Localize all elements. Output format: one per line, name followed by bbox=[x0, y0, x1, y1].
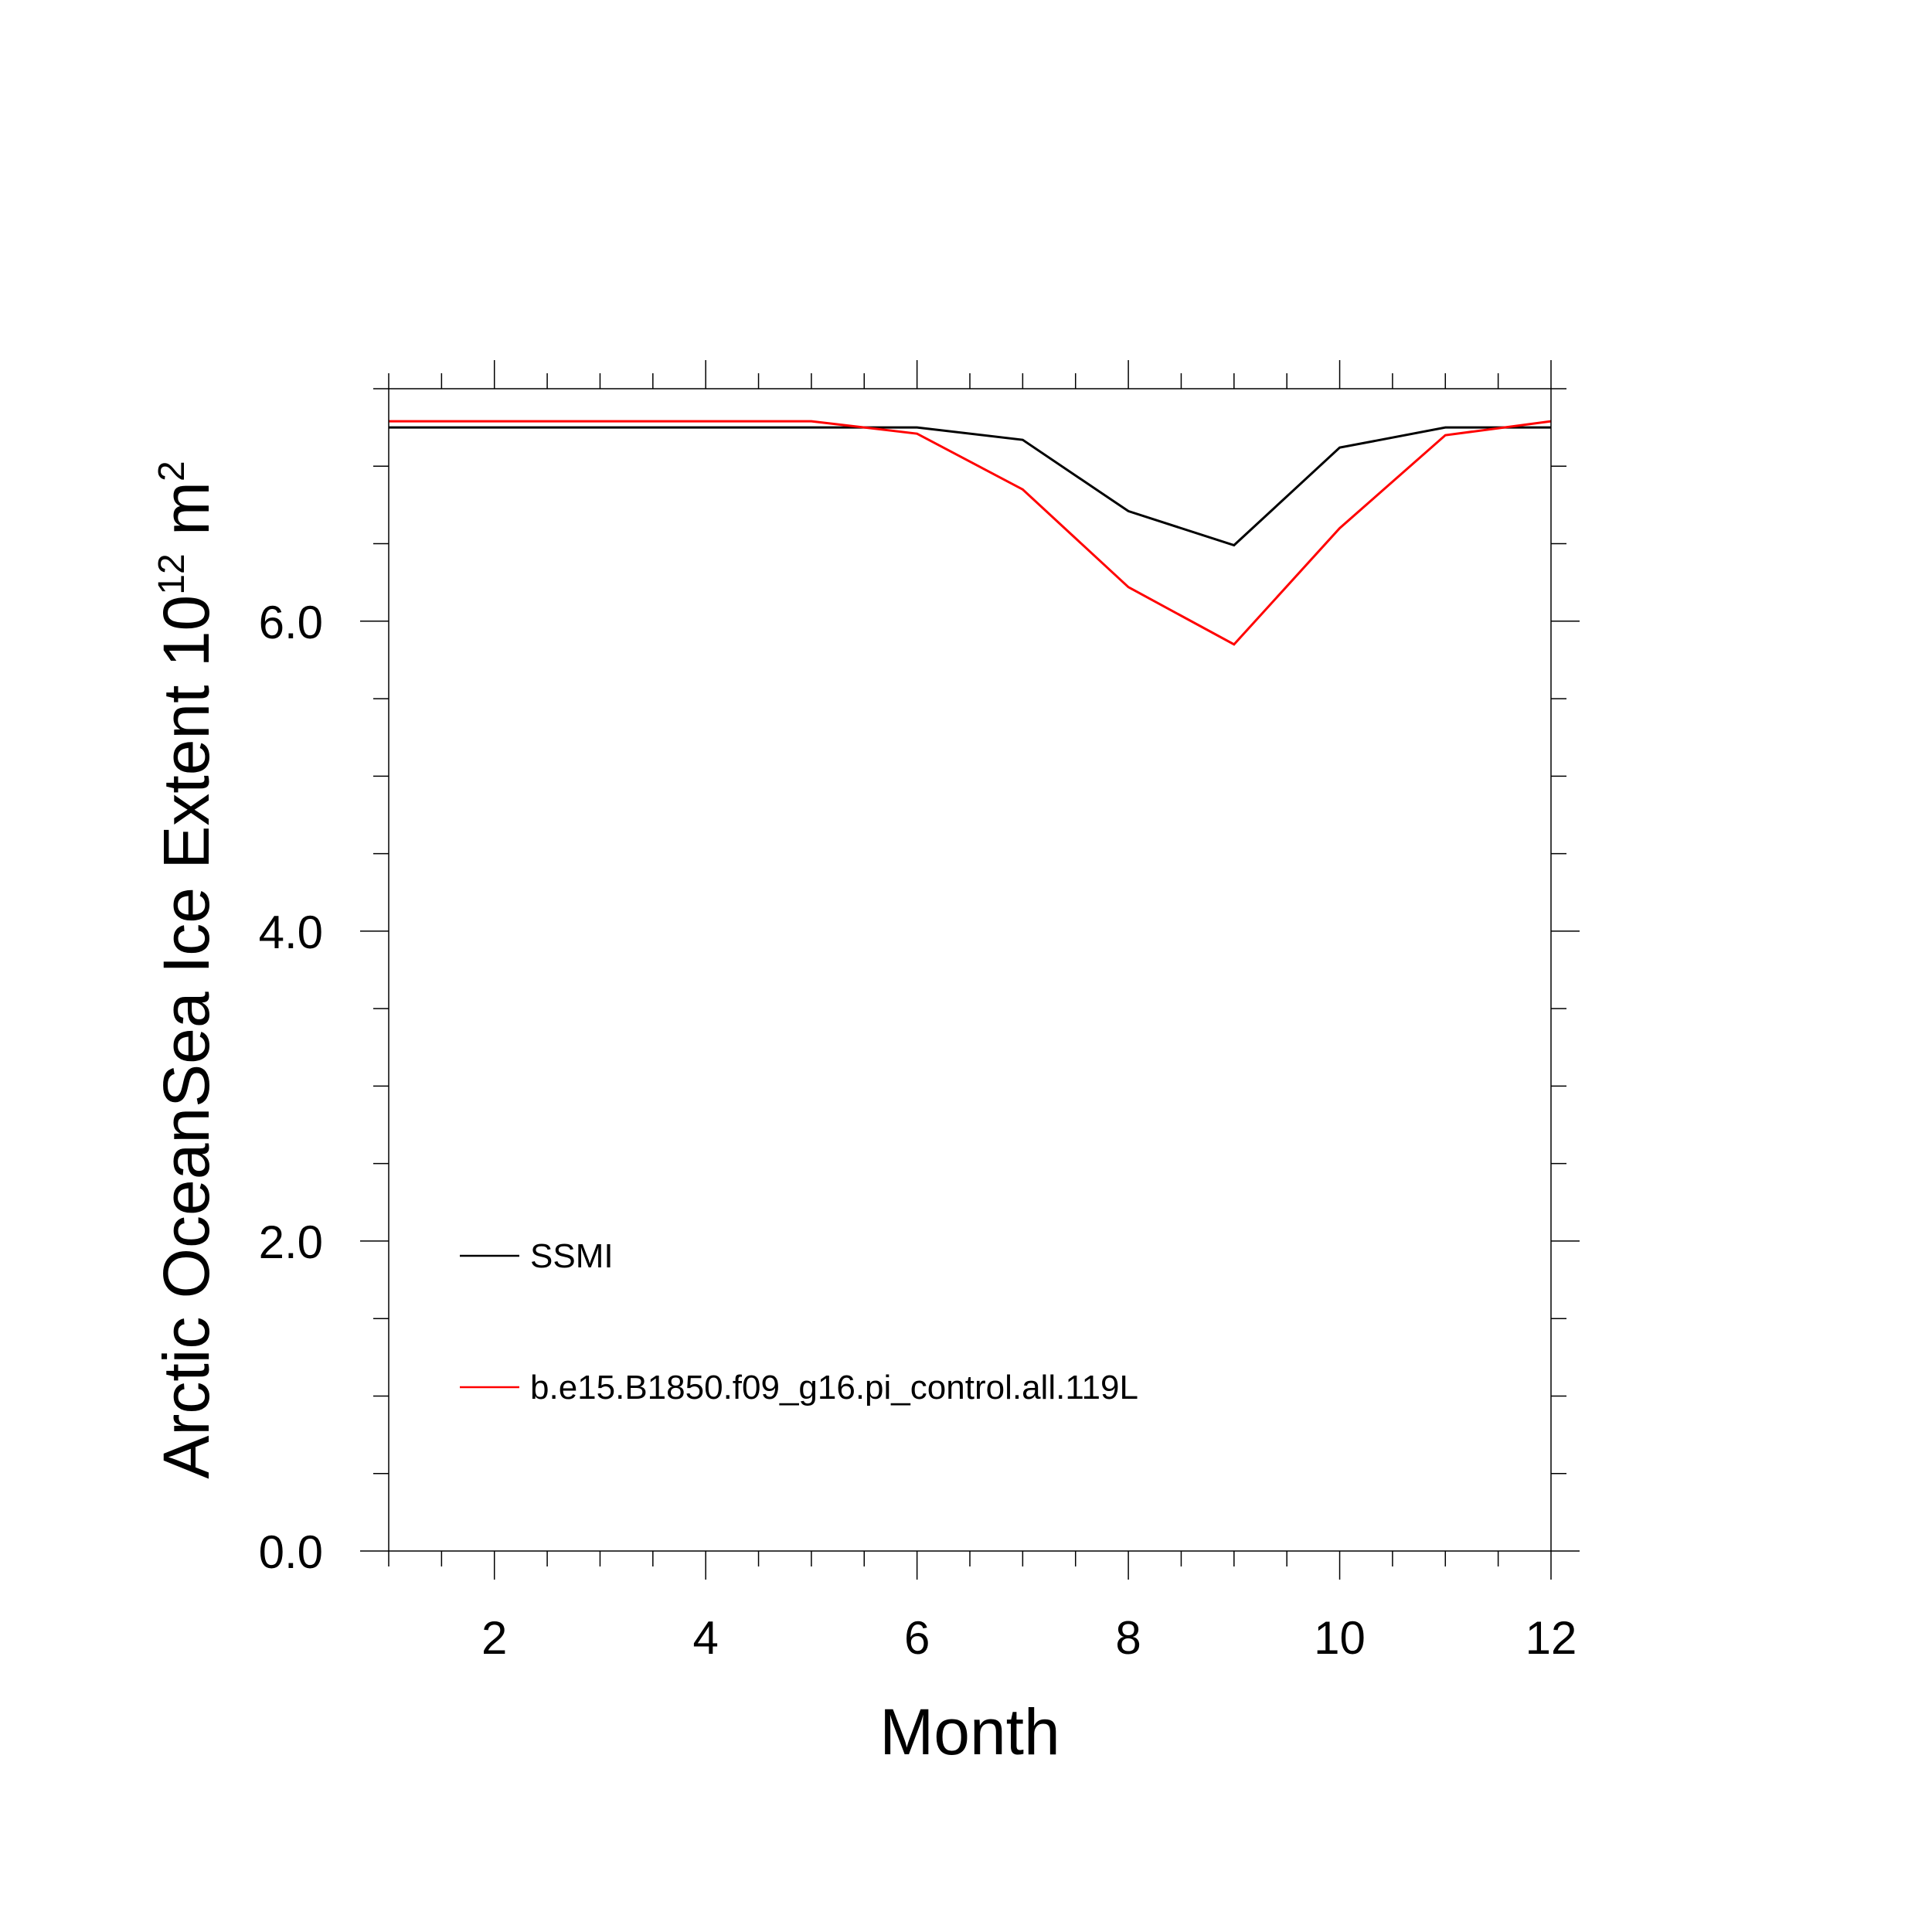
x-axis-title: Month bbox=[879, 1696, 1060, 1768]
x-tick-label: 12 bbox=[1526, 1612, 1577, 1664]
y-axis-title-text: Arctic OceanSea Ice Extent 10 bbox=[150, 595, 223, 1479]
y-axis-title-unit-exponent: 2 bbox=[151, 461, 192, 481]
series-line-0 bbox=[389, 426, 1551, 547]
y-axis-title: Arctic OceanSea Ice Extent 1012 m2 bbox=[150, 461, 223, 1478]
y-tick-label: 2.0 bbox=[259, 1216, 323, 1268]
x-tick-label: 6 bbox=[904, 1612, 930, 1664]
axes bbox=[360, 360, 1580, 1580]
x-tick-label: 2 bbox=[481, 1612, 507, 1664]
legend-label-ssmi: SSMI bbox=[530, 1237, 614, 1275]
y-tick-labels: 0.0 2.0 4.0 6.0 bbox=[259, 597, 323, 1578]
y-tick-label: 0.0 bbox=[259, 1526, 323, 1578]
x-tick-label: 8 bbox=[1115, 1612, 1141, 1664]
y-axis-title-unit: m bbox=[150, 481, 223, 553]
legend-label-model: b.e15.B1850.f09_g16.pi_control.all.119L bbox=[530, 1369, 1138, 1406]
y-tick-label: 4.0 bbox=[259, 906, 323, 958]
x-tick-label: 4 bbox=[692, 1612, 718, 1664]
series-layer bbox=[389, 420, 1552, 646]
legend-item-model: b.e15.B1850.f09_g16.pi_control.all.119L bbox=[460, 1369, 1138, 1406]
y-axis-title-exponent: 12 bbox=[151, 553, 192, 594]
x-tick-label: 10 bbox=[1314, 1612, 1366, 1664]
x-tick-labels: 2 4 6 8 10 12 bbox=[481, 1612, 1577, 1664]
plot-frame bbox=[388, 388, 1552, 1552]
series-line-1 bbox=[389, 420, 1552, 646]
legend-item-ssmi: SSMI bbox=[460, 1237, 614, 1275]
legend: SSMI b.e15.B1850.f09_g16.pi_control.all.… bbox=[460, 1237, 1138, 1406]
y-tick-label: 6.0 bbox=[259, 597, 323, 648]
